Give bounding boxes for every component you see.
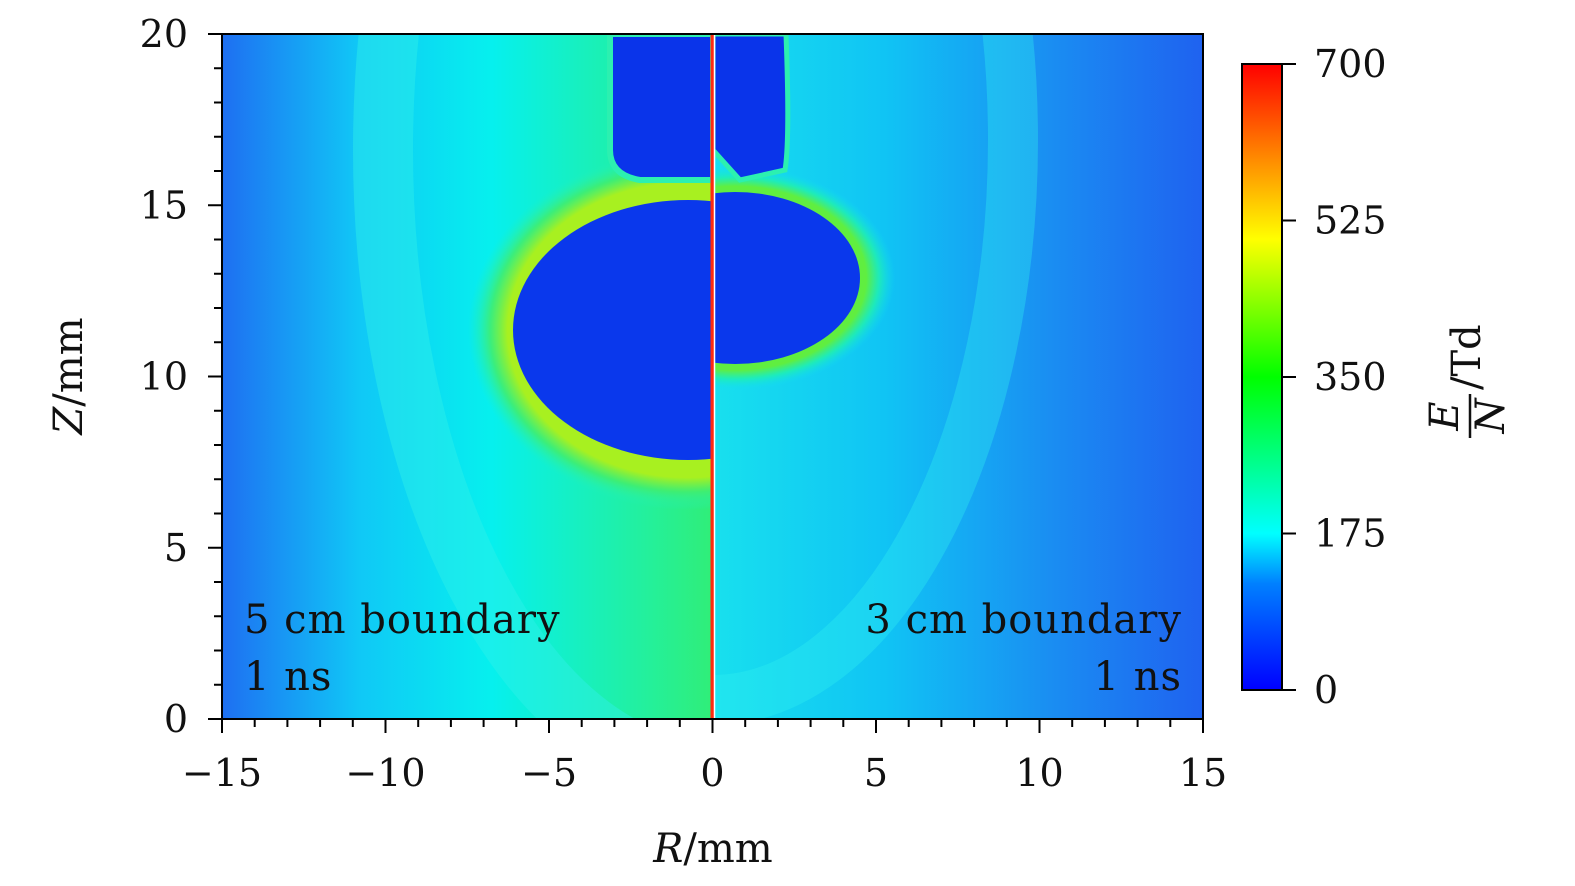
right-annotation-line1: 3 cm boundary: [865, 597, 1182, 643]
colorbar: [1241, 63, 1283, 691]
colorbar-tick-label: 525: [1314, 199, 1387, 243]
y-tick-label: 5: [164, 526, 188, 570]
colorbar-tick-label: 175: [1314, 512, 1387, 556]
y-tick-label: 15: [140, 183, 188, 227]
y-tick-label: 0: [164, 697, 188, 741]
x-tick-label: −5: [521, 751, 577, 795]
x-tick-label: 10: [1015, 751, 1063, 795]
heatmap-left-panel: [222, 34, 713, 719]
heatmap-right-panel: [713, 34, 1203, 719]
colorbar-tick-label: 0: [1314, 668, 1338, 712]
x-tick-label: −10: [345, 751, 425, 795]
colorbar-ticks: 0 175 350 525 700: [1282, 42, 1387, 712]
left-annotation-line2: 1 ns: [244, 654, 332, 700]
colorbar-tick-label: 350: [1314, 355, 1387, 399]
y-tick-label: 20: [140, 12, 188, 56]
right-annotation-line2: 1 ns: [1094, 654, 1182, 700]
symmetry-axis: [710, 34, 715, 719]
x-tick-label: 15: [1179, 751, 1227, 795]
svg-text:N: N: [1468, 397, 1514, 435]
left-annotation-line1: 5 cm boundary: [244, 597, 561, 643]
x-axis-label: R/mm: [652, 826, 772, 872]
y-axis-ticks: 0 5 10 15 20: [140, 12, 222, 741]
left-streamer-head: [513, 200, 713, 460]
x-tick-label: 5: [864, 751, 888, 795]
right-streamer-head: [713, 192, 860, 364]
colorbar-label: E N /Td: [1422, 324, 1514, 438]
svg-text:E: E: [1422, 401, 1468, 431]
svg-text:/Td: /Td: [1444, 324, 1490, 390]
colorbar-tick-label: 700: [1314, 42, 1387, 86]
x-tick-label: 0: [700, 751, 724, 795]
y-axis-label: Z/mm: [46, 317, 92, 436]
x-tick-label: −15: [182, 751, 262, 795]
x-axis-ticks: −15 −10 −5 0 5 10 15: [182, 719, 1227, 795]
y-tick-label: 10: [140, 355, 188, 399]
